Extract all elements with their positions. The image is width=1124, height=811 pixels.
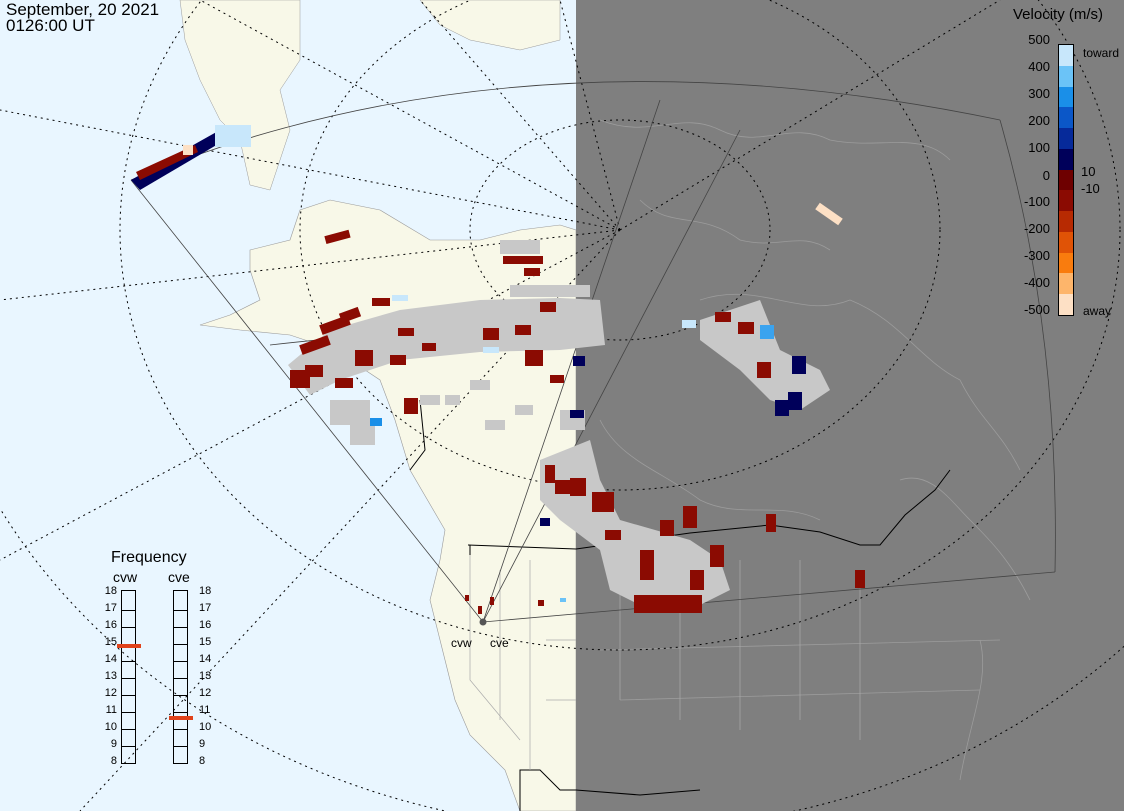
colorbar-segment (1059, 252, 1073, 274)
colorbar-tick-label: 200 (1028, 113, 1050, 128)
arctic-island (419, 0, 561, 51)
frequency-gridline (174, 610, 187, 611)
toward-label: toward (1083, 46, 1120, 60)
frequency-gridline (174, 661, 187, 662)
frequency-scale-label: 9 (199, 738, 206, 750)
colorbar-segment (1059, 86, 1073, 108)
frequency-gridline (174, 746, 187, 747)
colorbar-segment (1059, 169, 1073, 191)
frequency-marker (117, 644, 141, 649)
frequency-scale-label: 12 (199, 687, 212, 699)
velocity-colorbar (1058, 44, 1074, 316)
colorbar-segment (1059, 190, 1073, 212)
frequency-gridline (174, 678, 187, 679)
freq-radar-west: cvw (113, 569, 138, 585)
colorbar-segment (1059, 65, 1073, 88)
colorbar-tick-label: 400 (1028, 59, 1050, 74)
frequency-scale-label: 18 (104, 585, 117, 597)
far-range-strip (131, 125, 843, 226)
frequency-scale-label: 9 (110, 738, 117, 750)
colorbar-tick-label: -500 (1023, 302, 1050, 317)
ground-scatter (288, 240, 830, 610)
colorbar-tick-label: -100 (1023, 194, 1050, 209)
colorbar-tick-label: 500 (1028, 32, 1050, 47)
frequency-gridline (122, 746, 135, 747)
frequency-column-cvw (121, 590, 136, 764)
colorbar-tick-label: 300 (1028, 86, 1050, 101)
frequency-scale-label: 17 (199, 602, 212, 614)
colorbar-segment (1059, 294, 1073, 316)
frequency-gridline (174, 729, 187, 730)
frequency-scale-label: 14 (104, 653, 117, 665)
night-coastlines (599, 119, 1031, 781)
away-label: away (1083, 304, 1112, 318)
colorbar-title: Velocity (m/s) (1013, 6, 1104, 23)
frequency-gridline (122, 610, 135, 611)
colorbar-segment (1059, 107, 1073, 129)
frequency-gridline (174, 712, 187, 713)
frequency-gridline (122, 695, 135, 696)
colorbar-segment (1059, 45, 1073, 67)
frequency-gridline (122, 729, 135, 730)
frequency-scale-label: 10 (104, 721, 117, 733)
velocity-cells-toward (370, 295, 806, 602)
velocity-cells-away (290, 229, 865, 614)
freq-radar-east: cve (168, 569, 190, 585)
colorbar-tick-label: -400 (1023, 275, 1050, 290)
frequency-column-cve (173, 590, 188, 764)
frequency-scale-label: 12 (104, 687, 117, 699)
frequency-scale-label: 16 (104, 619, 117, 631)
frequency-gridline (122, 712, 135, 713)
frequency-scale-label: 18 (199, 585, 212, 597)
frequency-scale-label: 15 (104, 636, 117, 648)
colorbar-segment (1059, 148, 1073, 171)
colorbar-tick-label: -10 (1081, 181, 1100, 196)
frequency-scale-label: 15 (199, 636, 212, 648)
colorbar-tick-label: -300 (1023, 248, 1050, 263)
landmass (199, 199, 577, 811)
frequency-gridline (174, 644, 187, 645)
frequency-gridline (122, 661, 135, 662)
siberia-land (179, 0, 301, 191)
frequency-marker (169, 715, 193, 720)
site-label-east: cve (490, 636, 509, 650)
frequency-scale-label: 10 (199, 721, 212, 733)
frequency-scale-label: 13 (104, 670, 117, 682)
frequency-scale-label: 17 (104, 602, 117, 614)
frequency-scale-label: 11 (105, 704, 117, 716)
time-label: 0126:00 UT (6, 16, 95, 35)
date-label: September, 20 2021 (6, 0, 160, 19)
colorbar-tick-label: 100 (1028, 140, 1050, 155)
radar-site-marker (479, 618, 487, 626)
colorbar-segment (1059, 273, 1073, 295)
frequency-gridline (122, 678, 135, 679)
frequency-title: Frequency (111, 549, 187, 566)
night-terminator (576, 0, 1124, 811)
frequency-gridline (174, 627, 187, 628)
state-lines (469, 550, 861, 770)
colorbar-segment (1059, 231, 1073, 254)
colorbar-segment (1059, 211, 1073, 233)
colorbar-segment (1059, 128, 1073, 150)
frequency-scale-label: 16 (199, 619, 212, 631)
frequency-gridline (174, 695, 187, 696)
frequency-scale-label: 8 (110, 755, 117, 767)
frequency-scale-label: 8 (199, 755, 206, 767)
frequency-scale-label: 11 (199, 704, 211, 716)
frequency-gridline (122, 627, 135, 628)
colorbar-tick-label: 10 (1081, 164, 1096, 179)
colorbar-tick-label: 0 (1042, 168, 1050, 183)
frequency-scale-label: 14 (199, 653, 212, 665)
site-label-west: cvw (451, 636, 472, 650)
frequency-scale-label: 13 (199, 670, 212, 682)
colorbar-tick-label: -200 (1023, 221, 1050, 236)
